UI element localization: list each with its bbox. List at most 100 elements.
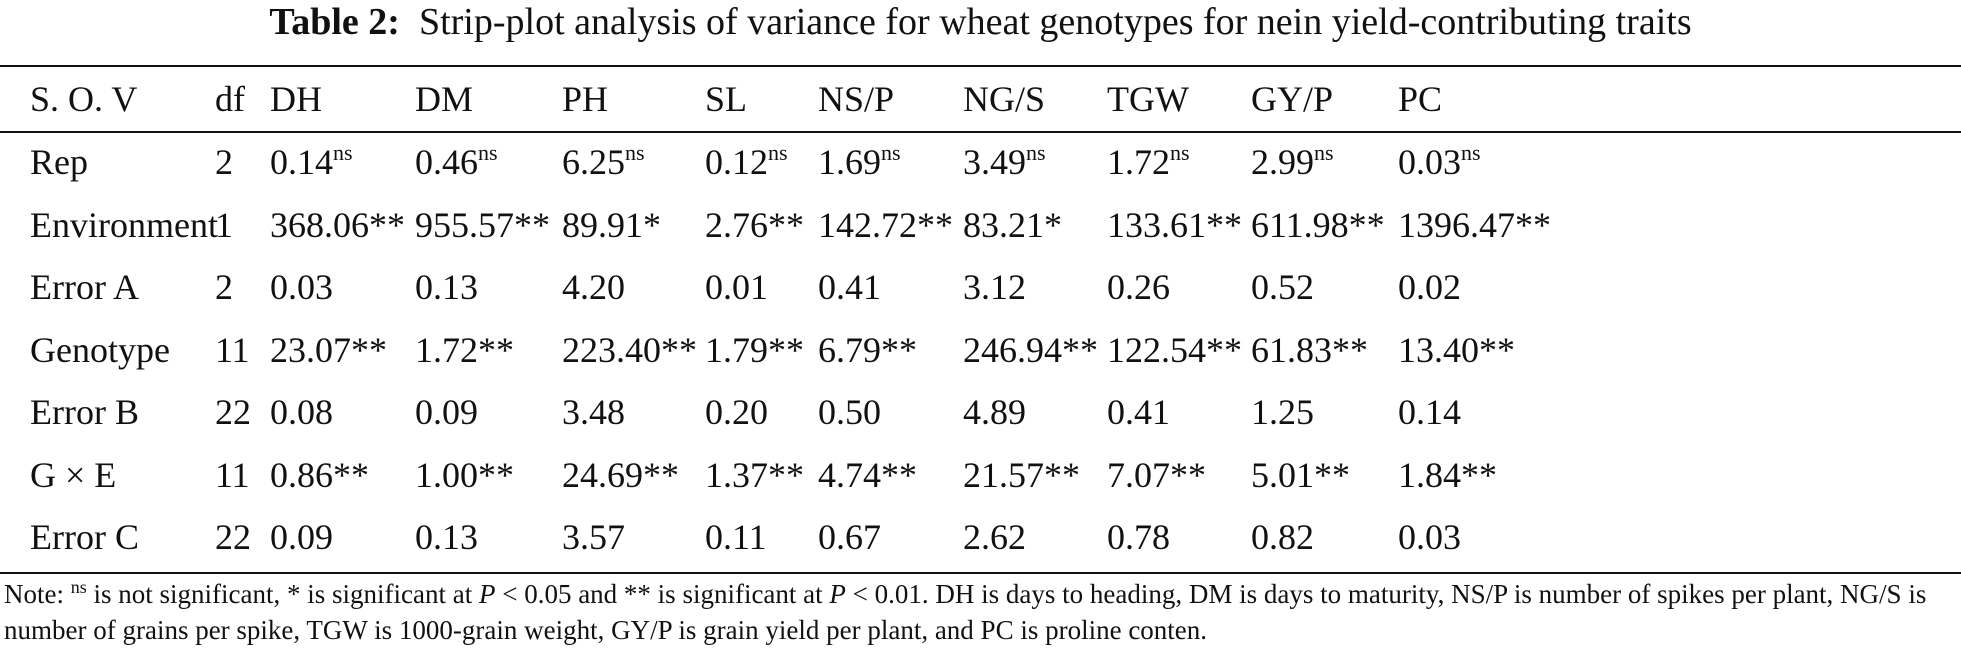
value-cell: 0.08 xyxy=(270,381,415,444)
value-cell: 0.46ns xyxy=(415,131,562,194)
df-cell: 2 xyxy=(215,142,233,183)
value-cell: 24.69** xyxy=(562,444,705,507)
value-text: 0.52 xyxy=(1251,267,1314,308)
value-cell: 0.03 xyxy=(1398,506,1961,569)
note-prefix: Note: xyxy=(4,579,71,609)
value-text: 3.57 xyxy=(562,517,625,558)
value-cell: 3.49ns xyxy=(963,131,1107,194)
value-cell: 0.02 xyxy=(1398,256,1961,319)
value-text: 0.09 xyxy=(415,392,478,433)
column-header: DH xyxy=(270,79,322,119)
header-row: S. O. V df DH DM PH SL NS/P NG/S TGW GY/P PC xyxy=(0,67,1961,131)
table-row: Genotype 11 23.07** 1.72** 223.40** 1.79** 6.7… xyxy=(0,319,1961,382)
value-cell: 3.48 xyxy=(562,381,705,444)
value-cell: 0.86** xyxy=(270,444,415,507)
value-text: 0.13 xyxy=(415,267,478,308)
table-row: Error A 2 0.03 0.13 4.20 0.01 0.41 3.12 0.26 0.52… xyxy=(0,256,1961,319)
bottom-rule xyxy=(0,572,1961,574)
value-text: 0.11 xyxy=(705,517,767,558)
value-text: 23.07** xyxy=(270,329,387,370)
value-cell: 1.25 xyxy=(1251,381,1398,444)
value-cell: 0.26 xyxy=(1107,256,1251,319)
source-cell: Rep xyxy=(30,142,88,183)
value-cell: 2.99ns xyxy=(1251,131,1398,194)
value-cell: 6.25ns xyxy=(562,131,705,194)
value-text: 4.89 xyxy=(963,392,1026,433)
header-rule xyxy=(0,131,1961,133)
value-cell: 0.11 xyxy=(705,506,818,569)
column-header: df xyxy=(215,79,245,119)
value-text: 122.54** xyxy=(1107,329,1242,370)
value-cell: 0.09 xyxy=(270,506,415,569)
value-text: 1.37** xyxy=(705,454,804,495)
value-text: 13.40** xyxy=(1398,329,1515,370)
value-cell: 2.76** xyxy=(705,194,818,257)
value-cell: 0.41 xyxy=(1107,381,1251,444)
value-cell: 4.74** xyxy=(818,444,963,507)
value-text: 0.01 xyxy=(705,267,768,308)
value-text: 4.74** xyxy=(818,454,917,495)
value-text: 1.84** xyxy=(1398,454,1497,495)
note-text-1: is not significant, * is significant at xyxy=(86,579,479,609)
value-cell: 5.01** xyxy=(1251,444,1398,507)
value-text: 3.49 xyxy=(963,142,1026,183)
table-row: Error C 22 0.09 0.13 3.57 0.11 0.67 2.62 0.78 0.8… xyxy=(0,506,1961,569)
value-text: 1.72** xyxy=(415,329,514,370)
value-text: 1.72 xyxy=(1107,142,1170,183)
value-cell: 6.79** xyxy=(818,319,963,382)
table-title: Table 2: Strip-plot analysis of variance… xyxy=(0,0,1961,44)
value-text: 0.78 xyxy=(1107,517,1170,558)
value-cell: 1.72** xyxy=(415,319,562,382)
value-text: 223.40** xyxy=(562,329,697,370)
value-cell: 955.57** xyxy=(415,194,562,257)
column-header: NG/S xyxy=(963,79,1046,119)
value-cell: 0.12ns xyxy=(705,131,818,194)
value-text: 955.57** xyxy=(415,204,550,245)
column-header: PC xyxy=(1398,79,1443,119)
value-text: 0.50 xyxy=(818,392,881,433)
note-text-3: < 0.01. DH is days to heading, DM is day… xyxy=(4,579,1927,645)
value-text: 5.01** xyxy=(1251,454,1350,495)
value-cell: 133.61** xyxy=(1107,194,1251,257)
value-cell: 0.14 xyxy=(1398,381,1961,444)
value-text: 2.76** xyxy=(705,204,804,245)
value-cell: 0.41 xyxy=(818,256,963,319)
value-text: 1.79** xyxy=(705,329,804,370)
value-cell: 1.69ns xyxy=(818,131,963,194)
value-cell: 13.40** xyxy=(1398,319,1961,382)
value-text: 0.82 xyxy=(1251,517,1314,558)
value-text: 1.00** xyxy=(415,454,514,495)
significance-superscript: ns xyxy=(1026,140,1046,166)
value-text: 0.03 xyxy=(1398,517,1461,558)
value-text: 0.14 xyxy=(1398,392,1461,433)
value-cell: 0.13 xyxy=(415,256,562,319)
df-cell: 22 xyxy=(215,517,251,558)
value-text: 61.83** xyxy=(1251,329,1368,370)
value-cell: 0.52 xyxy=(1251,256,1398,319)
note-ns-superscript: ns xyxy=(70,577,87,597)
value-text: 1396.47** xyxy=(1398,204,1551,245)
value-cell: 4.20 xyxy=(562,256,705,319)
value-cell: 1.37** xyxy=(705,444,818,507)
table-row: Rep 2 0.14 ns 0.46ns 6.25ns 0.12ns 1.69ns 3.49ns… xyxy=(0,131,1961,194)
value-text: 0.14 xyxy=(270,142,333,183)
column-header: GY/P xyxy=(1251,79,1334,119)
value-text: 0.20 xyxy=(705,392,768,433)
value-text: 0.13 xyxy=(415,517,478,558)
value-cell: 246.94** xyxy=(963,319,1107,382)
value-text: 0.26 xyxy=(1107,267,1170,308)
source-cell: Error B xyxy=(30,392,139,433)
column-header: SL xyxy=(705,79,748,119)
df-cell: 22 xyxy=(215,392,251,433)
value-cell: 368.06** xyxy=(270,194,415,257)
value-cell: 0.01 xyxy=(705,256,818,319)
value-text: 21.57** xyxy=(963,454,1080,495)
value-cell: 1.84** xyxy=(1398,444,1961,507)
value-text: 0.03 xyxy=(1398,142,1461,183)
source-cell: Genotype xyxy=(30,329,170,370)
table-row: Error B 22 0.08 0.09 3.48 0.20 0.50 4.89 0.41 1.2… xyxy=(0,381,1961,444)
table-body: Rep 2 0.14 ns 0.46ns 6.25ns 0.12ns 1.69ns 3.49ns… xyxy=(0,131,1961,569)
value-text: 0.08 xyxy=(270,392,333,433)
value-text: 0.03 xyxy=(270,267,333,308)
